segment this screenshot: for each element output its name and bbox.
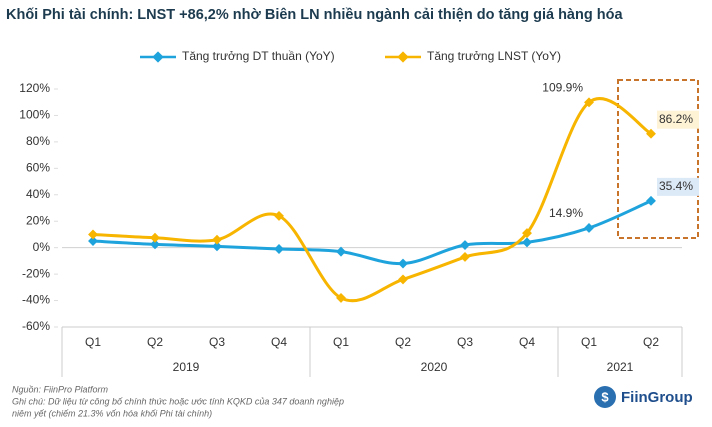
marker — [212, 234, 222, 245]
x-group-label: 2019 — [173, 360, 200, 374]
marker — [522, 237, 532, 248]
legend-marker — [152, 51, 164, 63]
marker — [584, 223, 594, 233]
source: Nguồn: FiinPro Platform — [12, 384, 109, 394]
label-bg — [657, 110, 699, 129]
marker — [88, 229, 98, 240]
x-tick-label: Q2 — [395, 335, 411, 349]
marker — [336, 292, 346, 303]
y-tick-label: 120% — [19, 81, 50, 95]
y-tick-label: 80% — [26, 134, 50, 148]
marker — [646, 195, 656, 206]
chart-title: Khối Phi tài chính: LNST +86,2% nhờ Biên… — [6, 7, 623, 23]
y-tick-label: 60% — [26, 161, 50, 175]
marker — [398, 258, 408, 269]
logo: FiinGroup — [621, 389, 693, 406]
y-tick-label: -20% — [22, 266, 50, 280]
marker — [460, 240, 470, 250]
series-line — [92, 199, 652, 266]
marker — [274, 210, 284, 221]
x-tick-label: Q3 — [457, 335, 473, 349]
x-group-label: 2020 — [421, 360, 448, 374]
x-tick-label: Q4 — [519, 335, 535, 349]
data-label: 109.9% — [542, 81, 583, 95]
marker — [150, 232, 160, 243]
marker — [150, 239, 160, 250]
marker — [398, 274, 408, 285]
marker — [646, 128, 656, 139]
label-bg — [657, 177, 699, 196]
marker — [584, 97, 594, 108]
series-line — [92, 97, 652, 303]
legend-label: Tăng trưởng LNST (YoY) — [427, 49, 561, 63]
y-tick-label: -60% — [22, 319, 50, 333]
marker — [88, 236, 98, 247]
x-tick-label: Q1 — [581, 335, 597, 349]
note: Ghi chú: Dữ liệu từ công bố chính thức h… — [12, 396, 344, 406]
x-tick-label: Q2 — [147, 335, 163, 349]
y-tick-label: -40% — [22, 293, 50, 307]
marker — [460, 251, 470, 262]
y-tick-label: 20% — [26, 213, 50, 227]
x-tick-label: Q2 — [643, 335, 659, 349]
logo-icon — [594, 386, 616, 408]
x-tick-label: Q3 — [209, 335, 225, 349]
highlight-box — [617, 79, 699, 239]
data-label: 86.2% — [659, 112, 693, 126]
y-tick-label: 100% — [19, 108, 50, 122]
y-tick-label: 40% — [26, 187, 50, 201]
marker — [336, 246, 346, 257]
x-tick-label: Q4 — [271, 335, 287, 349]
marker — [274, 244, 284, 254]
note: niêm yết (chiếm 21.3% vốn hóa khối Phi t… — [12, 408, 212, 418]
legend-marker — [397, 51, 409, 63]
x-tick-label: Q1 — [85, 335, 101, 349]
logo-icon-mark: $ — [601, 389, 609, 404]
y-tick-label: 0% — [33, 240, 51, 254]
data-label: 35.4% — [659, 179, 693, 193]
legend-label: Tăng trưởng DT thuần (YoY) — [182, 49, 335, 63]
marker — [212, 241, 222, 252]
data-label: 14.9% — [549, 206, 583, 220]
marker — [522, 228, 532, 239]
x-tick-label: Q1 — [333, 335, 349, 349]
x-group-label: 2021 — [607, 360, 634, 374]
